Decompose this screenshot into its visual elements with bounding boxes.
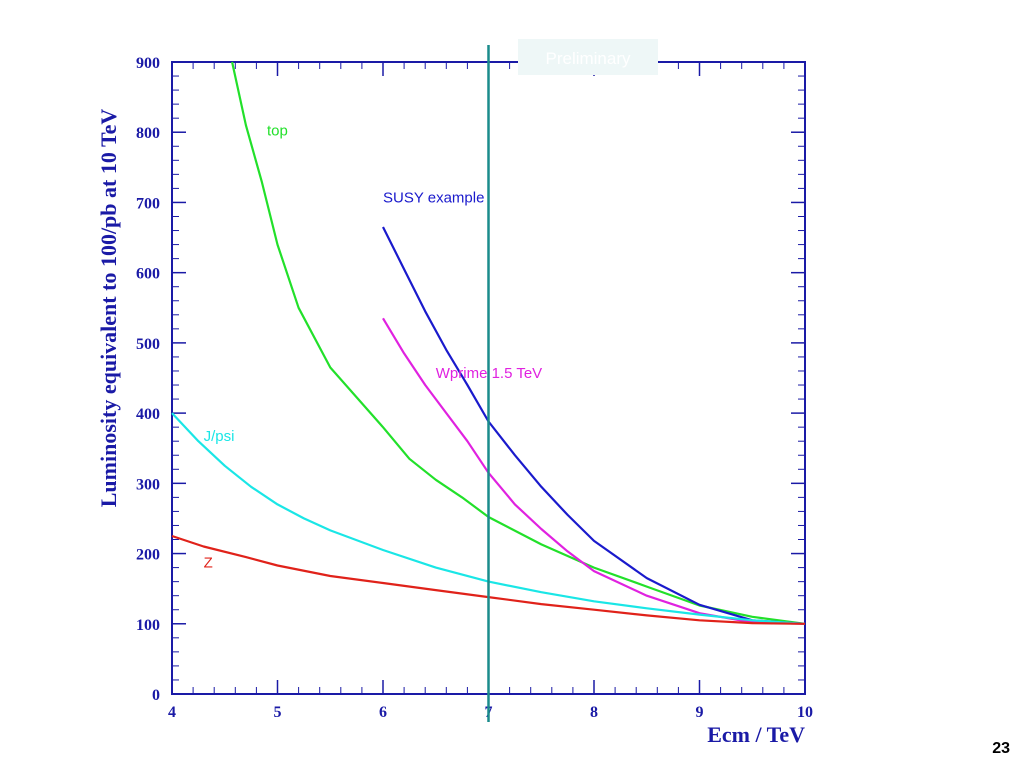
- y-tick-label: 600: [136, 266, 160, 283]
- x-tick-label: 5: [274, 704, 282, 721]
- y-tick-label: 400: [136, 406, 160, 423]
- y-tick-label: 700: [136, 195, 160, 212]
- y-tick-label: 900: [136, 55, 160, 72]
- page-number: 23: [992, 740, 1010, 757]
- x-axis-title: Ecm / TeV: [707, 722, 805, 747]
- y-tick-label: 500: [136, 336, 160, 353]
- y-tick-label: 200: [136, 547, 160, 564]
- x-tick-label: 4: [168, 704, 176, 721]
- watermark-text: Preliminary: [545, 49, 631, 68]
- overlay-layer: Preliminary: [487, 39, 658, 722]
- x-tick-label: 8: [590, 704, 598, 721]
- x-tick-label: 6: [379, 704, 387, 721]
- series-label: Z: [204, 555, 213, 572]
- y-tick-label: 800: [136, 125, 160, 142]
- series-susy-example: [382, 226, 806, 625]
- y-tick-label: 100: [136, 617, 160, 634]
- y-axis-title: Luminosity equivalent to 100/pb at 10 Te…: [96, 109, 121, 508]
- series-j-psi: [171, 412, 806, 625]
- watermark-box: [518, 39, 658, 75]
- y-tick-label: 300: [136, 476, 160, 493]
- series-label: top: [267, 123, 288, 140]
- x-tick-label: 10: [797, 704, 813, 721]
- series-layer: [171, 61, 806, 625]
- x-tick-label: 9: [696, 704, 704, 721]
- series-top: [231, 61, 806, 625]
- series-z: [171, 534, 806, 625]
- series-wprime-1-5-tev: [382, 317, 806, 625]
- series-label: J/psi: [204, 428, 235, 445]
- y-tick-label: 0: [152, 687, 160, 704]
- axes: 456789100100200300400500600700800900Ecm …: [96, 55, 813, 747]
- series-label: SUSY example: [383, 189, 484, 206]
